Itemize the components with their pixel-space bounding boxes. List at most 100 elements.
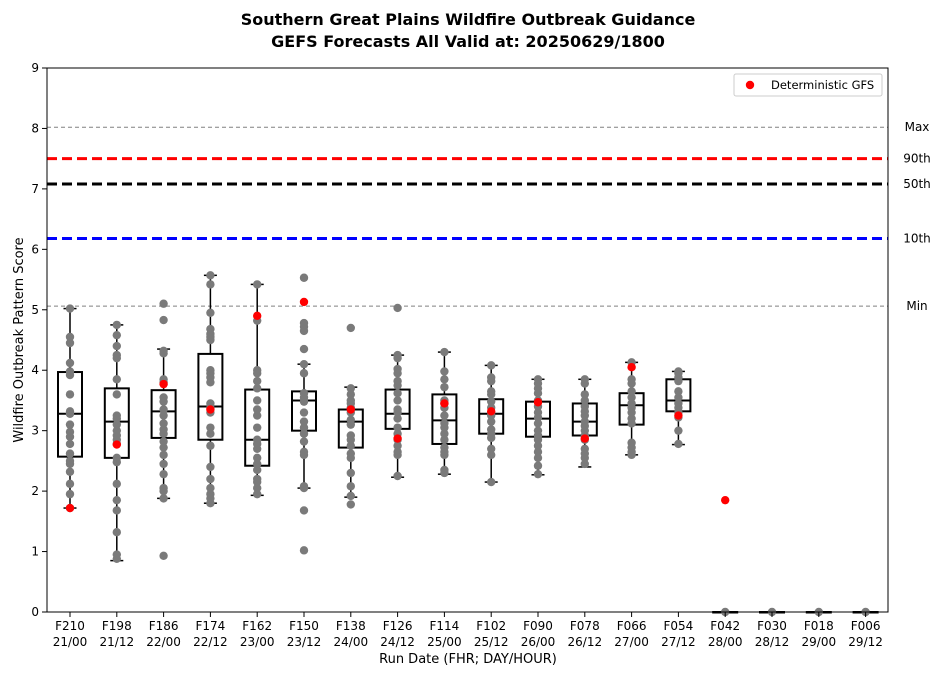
member-point	[112, 414, 122, 423]
legend-label: Deterministic GFS	[771, 78, 874, 92]
x-tick-label-fhr: F186	[149, 619, 179, 633]
member-point	[253, 384, 262, 393]
member-point	[674, 426, 683, 435]
member-point	[487, 433, 496, 443]
member-point	[580, 390, 589, 399]
deterministic-points	[65, 297, 730, 513]
x-tick-label-dayhour: 28/00	[708, 635, 743, 649]
x-tick-label-dayhour: 24/12	[380, 635, 415, 649]
x-tick-label-dayhour: 21/12	[100, 635, 135, 649]
member-point	[440, 367, 449, 376]
x-tick-label-fhr: F090	[523, 619, 553, 633]
member-point	[112, 320, 122, 330]
deterministic-point	[346, 405, 355, 414]
member-point	[299, 397, 309, 406]
member-point	[346, 468, 355, 478]
member-point	[393, 414, 402, 423]
x-tick-label-dayhour: 27/00	[614, 635, 649, 649]
x-tick-label-dayhour: 28/12	[755, 635, 790, 649]
member-point	[393, 396, 402, 405]
deterministic-point	[533, 398, 543, 407]
member-point	[159, 299, 168, 308]
x-tick-label-dayhour: 22/12	[193, 635, 228, 649]
member-point	[112, 390, 122, 399]
member-point	[299, 437, 309, 446]
member-point	[253, 465, 262, 475]
member-point	[65, 479, 75, 489]
member-point	[65, 338, 75, 348]
member-point	[159, 349, 168, 358]
deterministic-point	[159, 379, 168, 389]
member-point	[253, 423, 262, 432]
reference-line-labels: Max 90th 50th 10th Min	[903, 120, 931, 313]
member-point	[674, 376, 683, 386]
x-tick-label-fhr: F138	[336, 619, 366, 633]
member-point	[627, 419, 636, 428]
member-point	[159, 450, 168, 460]
member-point	[112, 420, 122, 429]
deterministic-point	[65, 503, 75, 513]
y-tick-label: 9	[31, 61, 39, 75]
member-point	[487, 397, 496, 406]
member-point	[206, 280, 215, 289]
member-point	[440, 429, 449, 438]
ref-label-min: Min	[906, 299, 927, 313]
x-tick-label-fhr: F150	[289, 619, 319, 633]
member-point	[393, 353, 402, 363]
member-point	[674, 439, 683, 449]
member-point	[159, 437, 168, 446]
x-tick-label-fhr: F126	[383, 619, 413, 633]
member-point	[299, 423, 309, 432]
member-point	[159, 419, 168, 428]
x-tick-label-fhr: F174	[195, 619, 225, 633]
member-point	[346, 491, 355, 501]
member-point	[112, 341, 122, 351]
member-point	[299, 429, 309, 438]
member-point	[206, 462, 215, 472]
member-point	[65, 432, 75, 441]
member-point	[206, 429, 215, 438]
member-point	[627, 387, 636, 396]
member-point	[533, 413, 543, 422]
x-tick-label-dayhour: 24/00	[334, 635, 369, 649]
member-point	[159, 315, 168, 325]
member-point	[65, 370, 75, 380]
x-tick-label-dayhour: 29/12	[848, 635, 883, 649]
deterministic-point	[721, 495, 730, 505]
member-point	[206, 441, 215, 450]
x-tick-label-dayhour: 26/00	[521, 635, 556, 649]
x-tick-label-fhr: F042	[710, 619, 740, 633]
member-point	[253, 459, 262, 469]
member-point	[346, 441, 355, 450]
member-point	[253, 376, 262, 386]
deterministic-point	[206, 405, 215, 414]
legend-box	[733, 73, 883, 97]
member-point	[346, 435, 355, 444]
member-point	[393, 388, 402, 398]
x-tick-label-fhr: F030	[757, 619, 787, 633]
member-point	[580, 379, 589, 388]
member-point	[253, 369, 262, 378]
member-point	[159, 429, 168, 438]
member-point	[299, 483, 309, 493]
member-point	[299, 408, 309, 417]
member-point	[65, 358, 75, 368]
x-tick-label-dayhour: 26/12	[568, 635, 603, 649]
member-point	[299, 417, 309, 426]
member-point	[206, 499, 215, 508]
member-point	[206, 378, 215, 387]
member-point	[440, 347, 449, 357]
member-point	[533, 388, 543, 398]
member-point	[206, 271, 215, 280]
ref-label-90th: 90th	[903, 152, 931, 166]
member-point	[487, 390, 496, 399]
member-point	[487, 444, 496, 453]
y-tick-label: 4	[31, 363, 39, 377]
x-tick-label-dayhour: 23/12	[287, 635, 322, 649]
y-tick-label: 8	[31, 121, 39, 135]
member-point	[253, 477, 262, 487]
x-tick-label-fhr: F114	[429, 619, 459, 633]
member-point	[346, 420, 355, 429]
member-point	[393, 381, 402, 390]
